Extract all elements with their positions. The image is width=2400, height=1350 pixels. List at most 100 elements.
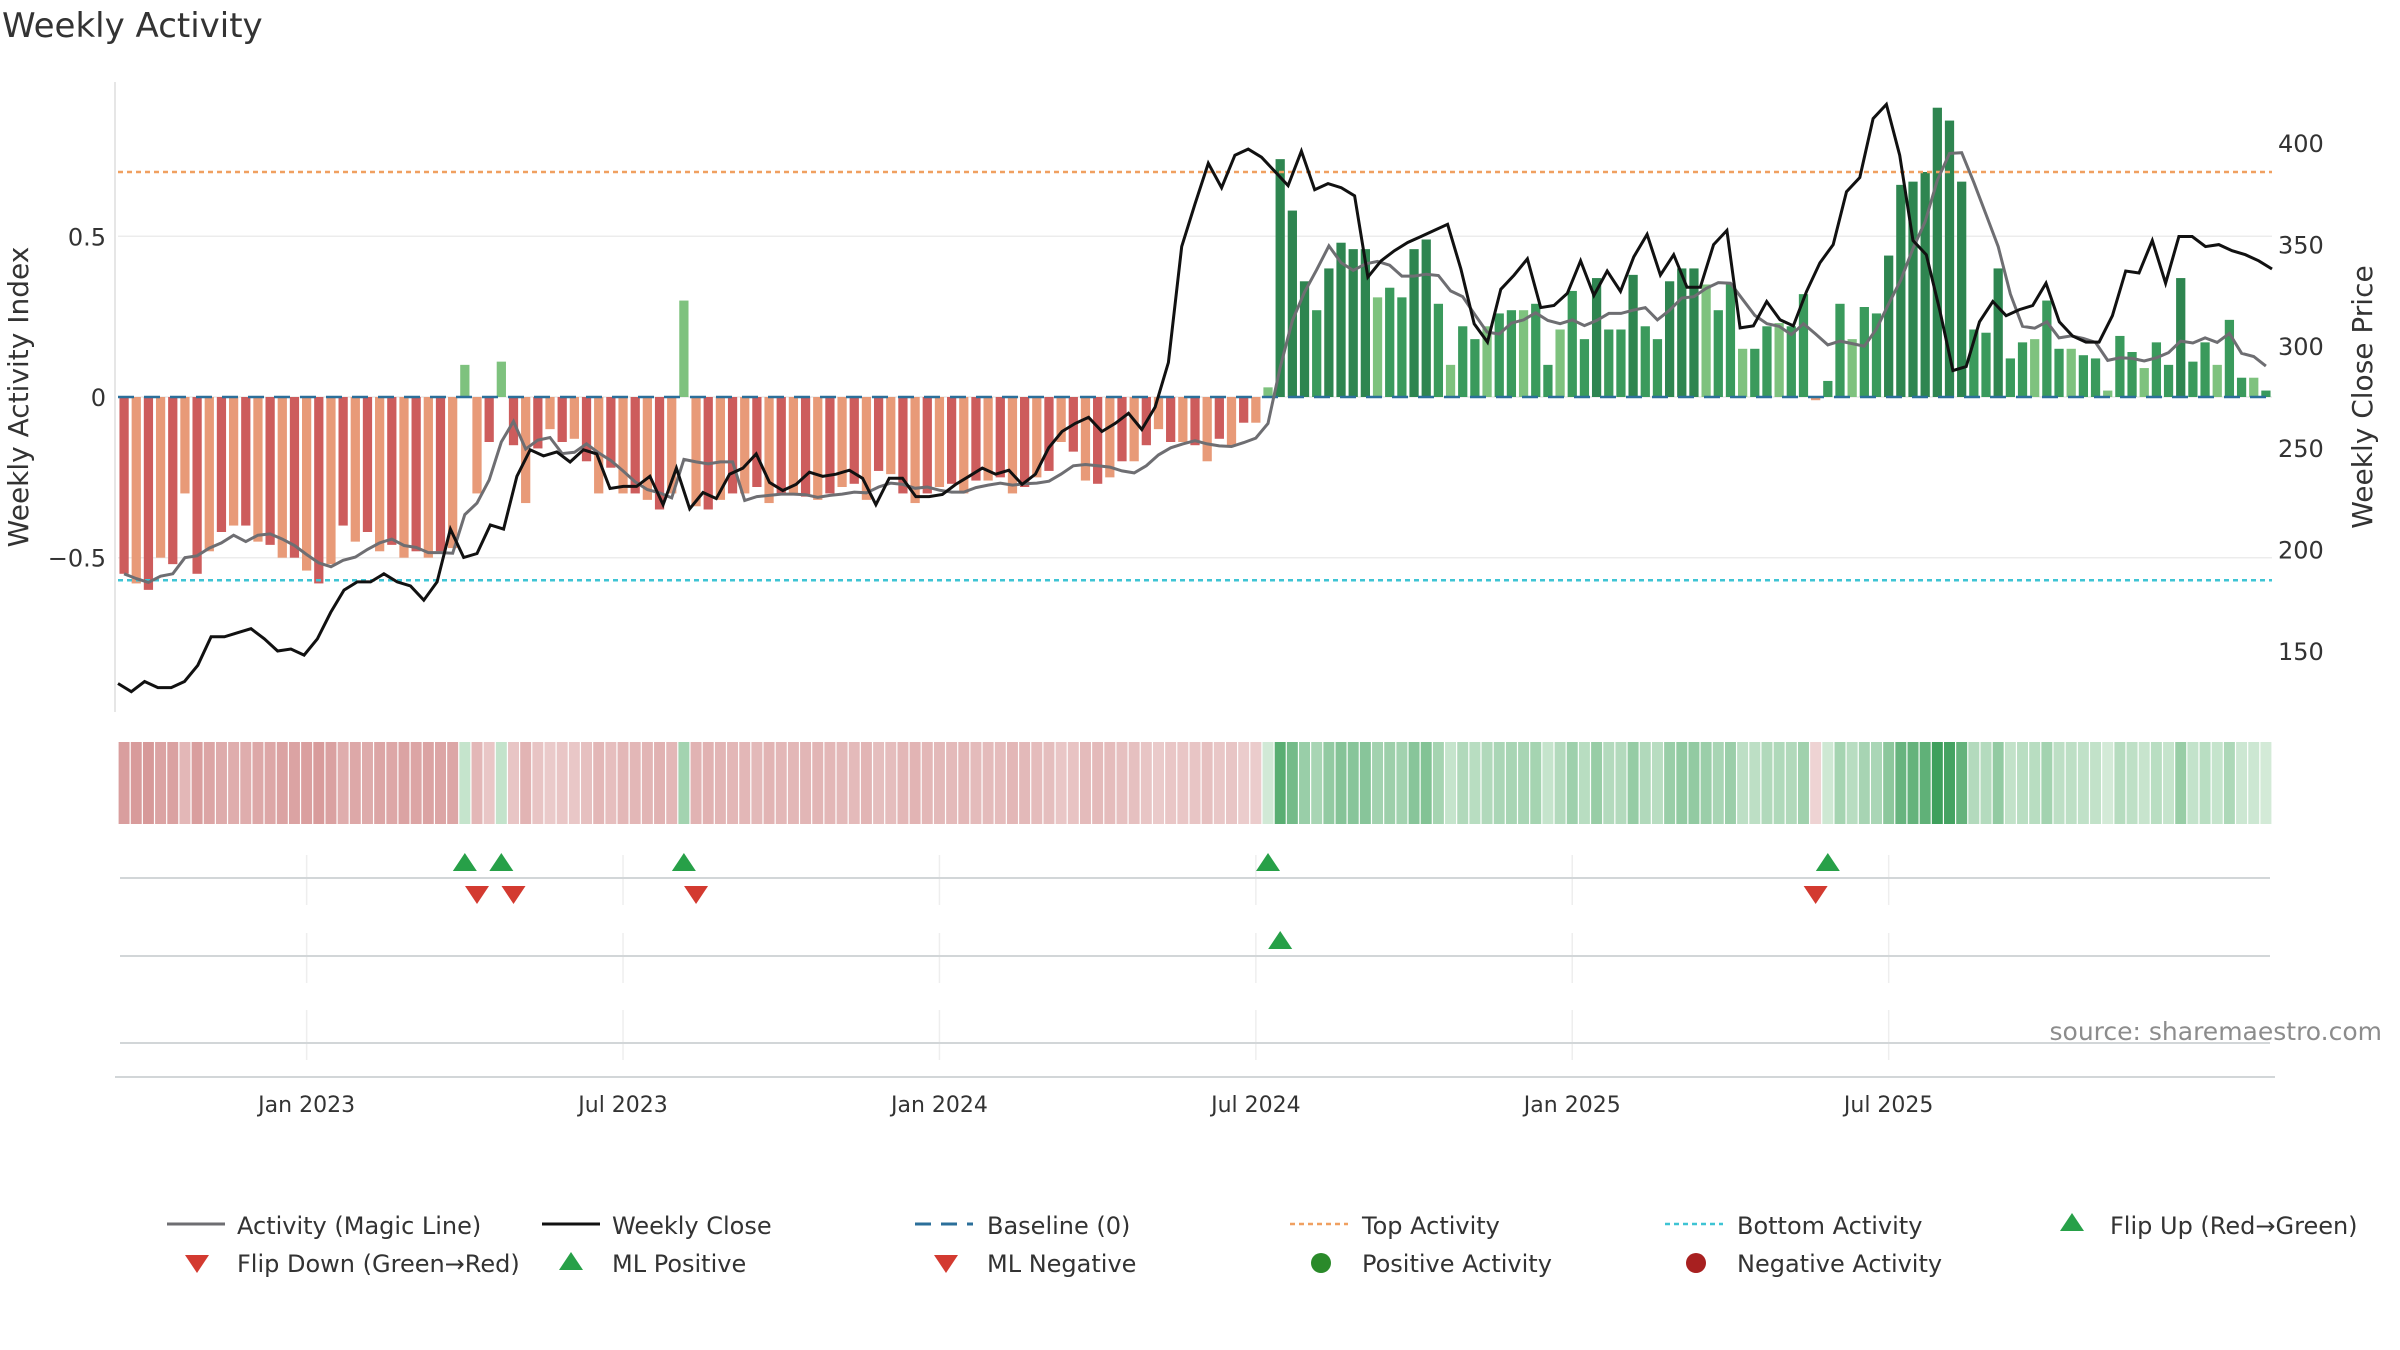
activity-bar [1543,364,1553,397]
activity-bar [959,397,969,494]
activity-bar [1251,397,1261,423]
heat-strip-cell [2065,742,2077,824]
activity-bar [1689,268,1699,397]
activity-bar [910,397,920,504]
heat-strip-cell [1140,742,1152,824]
heat-strip-cell [581,742,593,824]
heat-strip-cell [2077,742,2089,824]
activity-bar [934,397,945,487]
heat-strip-cell [2211,742,2223,824]
activity-bar [314,397,324,584]
activity-bar [1859,307,1869,397]
activity-bar [1409,249,1419,397]
heat-strip-cell [459,742,471,824]
activity-bar [1372,297,1383,397]
activity-bar [2005,358,2015,397]
activity-bar [886,397,896,475]
heat-strip-cell [1408,742,1420,824]
heat-strip-cell [118,742,130,824]
activity-bar [569,397,579,439]
heat-strip-cell [1055,742,1067,824]
heat-strip-cell [1956,742,1968,824]
activity-bar [2151,342,2162,397]
right-tick-label: 250 [2278,435,2324,463]
legend-ml-positive-icon [559,1252,583,1270]
heat-strip-cell [288,742,300,824]
heat-strip-cell [1006,742,1018,824]
x-tick-label: Jul 2025 [1842,1093,1934,1118]
heat-strip-cell [1542,742,1554,824]
heat-strip-cell [860,742,872,824]
heat-strip-cell [2248,742,2260,824]
heat-strip-cell [1639,742,1651,824]
heat-strip-cell [544,742,556,824]
right-axis-label: Weekly Close Price [2346,265,2379,528]
legend-baseline: Baseline (0) [915,1212,1130,1240]
heat-strip-cell [313,742,325,824]
activity-bar [1640,326,1650,397]
activity-bar [119,397,129,574]
activity-bar [350,397,360,542]
activity-bar [1725,284,1736,397]
activity-bar [448,397,458,549]
activity-magic-line [123,151,2267,585]
activity-bar [1896,184,1906,397]
activity-bar [399,397,409,558]
activity-bar [873,397,884,471]
heat-strip-cell [617,742,629,824]
heat-strip-cell [714,742,726,824]
activity-bar [2042,300,2052,397]
activity-bar [1129,397,1139,462]
activity-bar [1263,387,1273,397]
heat-strip-cell [508,742,519,824]
heat-strip-cell [1250,742,1262,824]
heat-strip-cell [1724,742,1736,824]
heat-strip-cell [1664,742,1676,824]
heat-strip-cell [1189,742,1201,824]
activity-bar [1518,310,1529,397]
heat-strip-cell [264,742,276,824]
legend-negative-activity-label: Negative Activity [1737,1250,1942,1278]
heat-strip-cell [276,742,288,824]
activity-bar [1786,326,1796,397]
activity-bar [1677,268,1687,397]
flip-up-marker [671,853,696,871]
heat-strip-cell [1895,742,1907,824]
heat-strip-cell [1067,742,1079,824]
heat-strip-cell [1238,742,1250,824]
heat-strip-cell [1749,742,1761,824]
activity-bar [143,397,154,590]
activity-bar [1835,303,1845,397]
heat-strip-cell [447,742,459,824]
activity-bar [435,397,446,552]
activity-bar [1397,297,1407,397]
activity-bar [1385,287,1395,397]
heat-strip-cell [215,742,227,824]
heat-strip-cell [982,742,994,824]
heat-strip-cell [203,742,215,824]
legend-ml-positive-label: ML Positive [612,1250,746,1278]
activity-bar [362,397,373,532]
activity-bar [1056,397,1066,442]
heat-strip-cell [1177,742,1189,824]
activity-bar [2127,352,2137,397]
activity-bar [423,397,433,558]
activity-bar [228,397,239,526]
heat-strip-cell [1311,742,1323,824]
activity-bar [752,397,762,487]
heat-strip-cell [1578,742,1590,824]
activity-bar [1506,310,1517,397]
activity-bar [1871,313,1882,397]
heat-strip-cell [179,742,191,824]
activity-bar [1762,326,1772,397]
legend: Activity (Magic Line) Weekly Close Basel… [167,1212,2358,1278]
heat-strip-cell [666,742,678,824]
heat-strip-cell [1493,742,1505,824]
activity-bar [691,397,701,507]
heat-strip-cell [921,742,933,824]
right-tick-label: 150 [2278,638,2324,666]
activity-bar [1020,397,1030,487]
activity-bar [533,397,543,449]
heat-strip-cell [1992,742,2004,824]
activity-bar [654,397,665,510]
